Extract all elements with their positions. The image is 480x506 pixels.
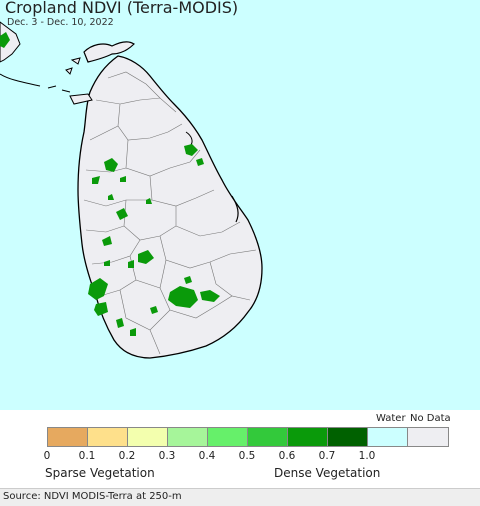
legend-tick: 0 <box>43 450 51 462</box>
legend-nodata-label: No Data <box>410 413 451 424</box>
source-text: Source: NDVI MODIS-Terra at 250-m <box>3 491 182 502</box>
vegetation-patches <box>88 144 220 336</box>
mannar-island <box>69 93 93 105</box>
legend-tick: 0.1 <box>78 450 96 462</box>
legend-swatch <box>168 428 208 446</box>
legend-color-bar <box>47 427 449 447</box>
legend-tick: 0.7 <box>318 450 336 462</box>
sri-lanka-island <box>77 55 263 359</box>
lagoon-batticaloa <box>231 195 239 223</box>
legend-tick: 0.5 <box>238 450 256 462</box>
legend-water-label: Water <box>376 413 406 424</box>
ocean <box>0 0 480 410</box>
india-vegetation <box>0 32 10 48</box>
dense-vegetation-label: Dense Vegetation <box>274 466 381 480</box>
adams-bridge <box>47 85 93 105</box>
legend-tick: 0.6 <box>278 450 296 462</box>
legend-swatch-nodata <box>408 428 448 446</box>
legend-swatch <box>248 428 288 446</box>
sparse-vegetation-label: Sparse Vegetation <box>45 466 155 480</box>
legend-tick: 0.2 <box>118 450 136 462</box>
india-coast <box>0 21 21 63</box>
legend-swatch <box>128 428 168 446</box>
legend-swatch <box>288 428 328 446</box>
legend-swatch <box>48 428 88 446</box>
legend-swatch <box>88 428 128 446</box>
source-footer: Source: NDVI MODIS-Terra at 250-m <box>0 488 480 506</box>
legend-swatch-water <box>368 428 408 446</box>
jaffna-islands <box>65 57 81 75</box>
legend-swatch <box>328 428 368 446</box>
map-canvas <box>0 0 480 410</box>
legend-tick: 0.3 <box>158 450 176 462</box>
legend-tick: 0.4 <box>198 450 216 462</box>
india-coast-line <box>0 73 41 87</box>
date-range: Dec. 3 - Dec. 10, 2022 <box>7 17 114 28</box>
map-title: Cropland NDVI (Terra-MODIS) <box>5 0 239 17</box>
legend-swatch <box>208 428 248 446</box>
legend-tick: 1.0 <box>358 450 376 462</box>
jaffna-peninsula <box>83 41 135 63</box>
